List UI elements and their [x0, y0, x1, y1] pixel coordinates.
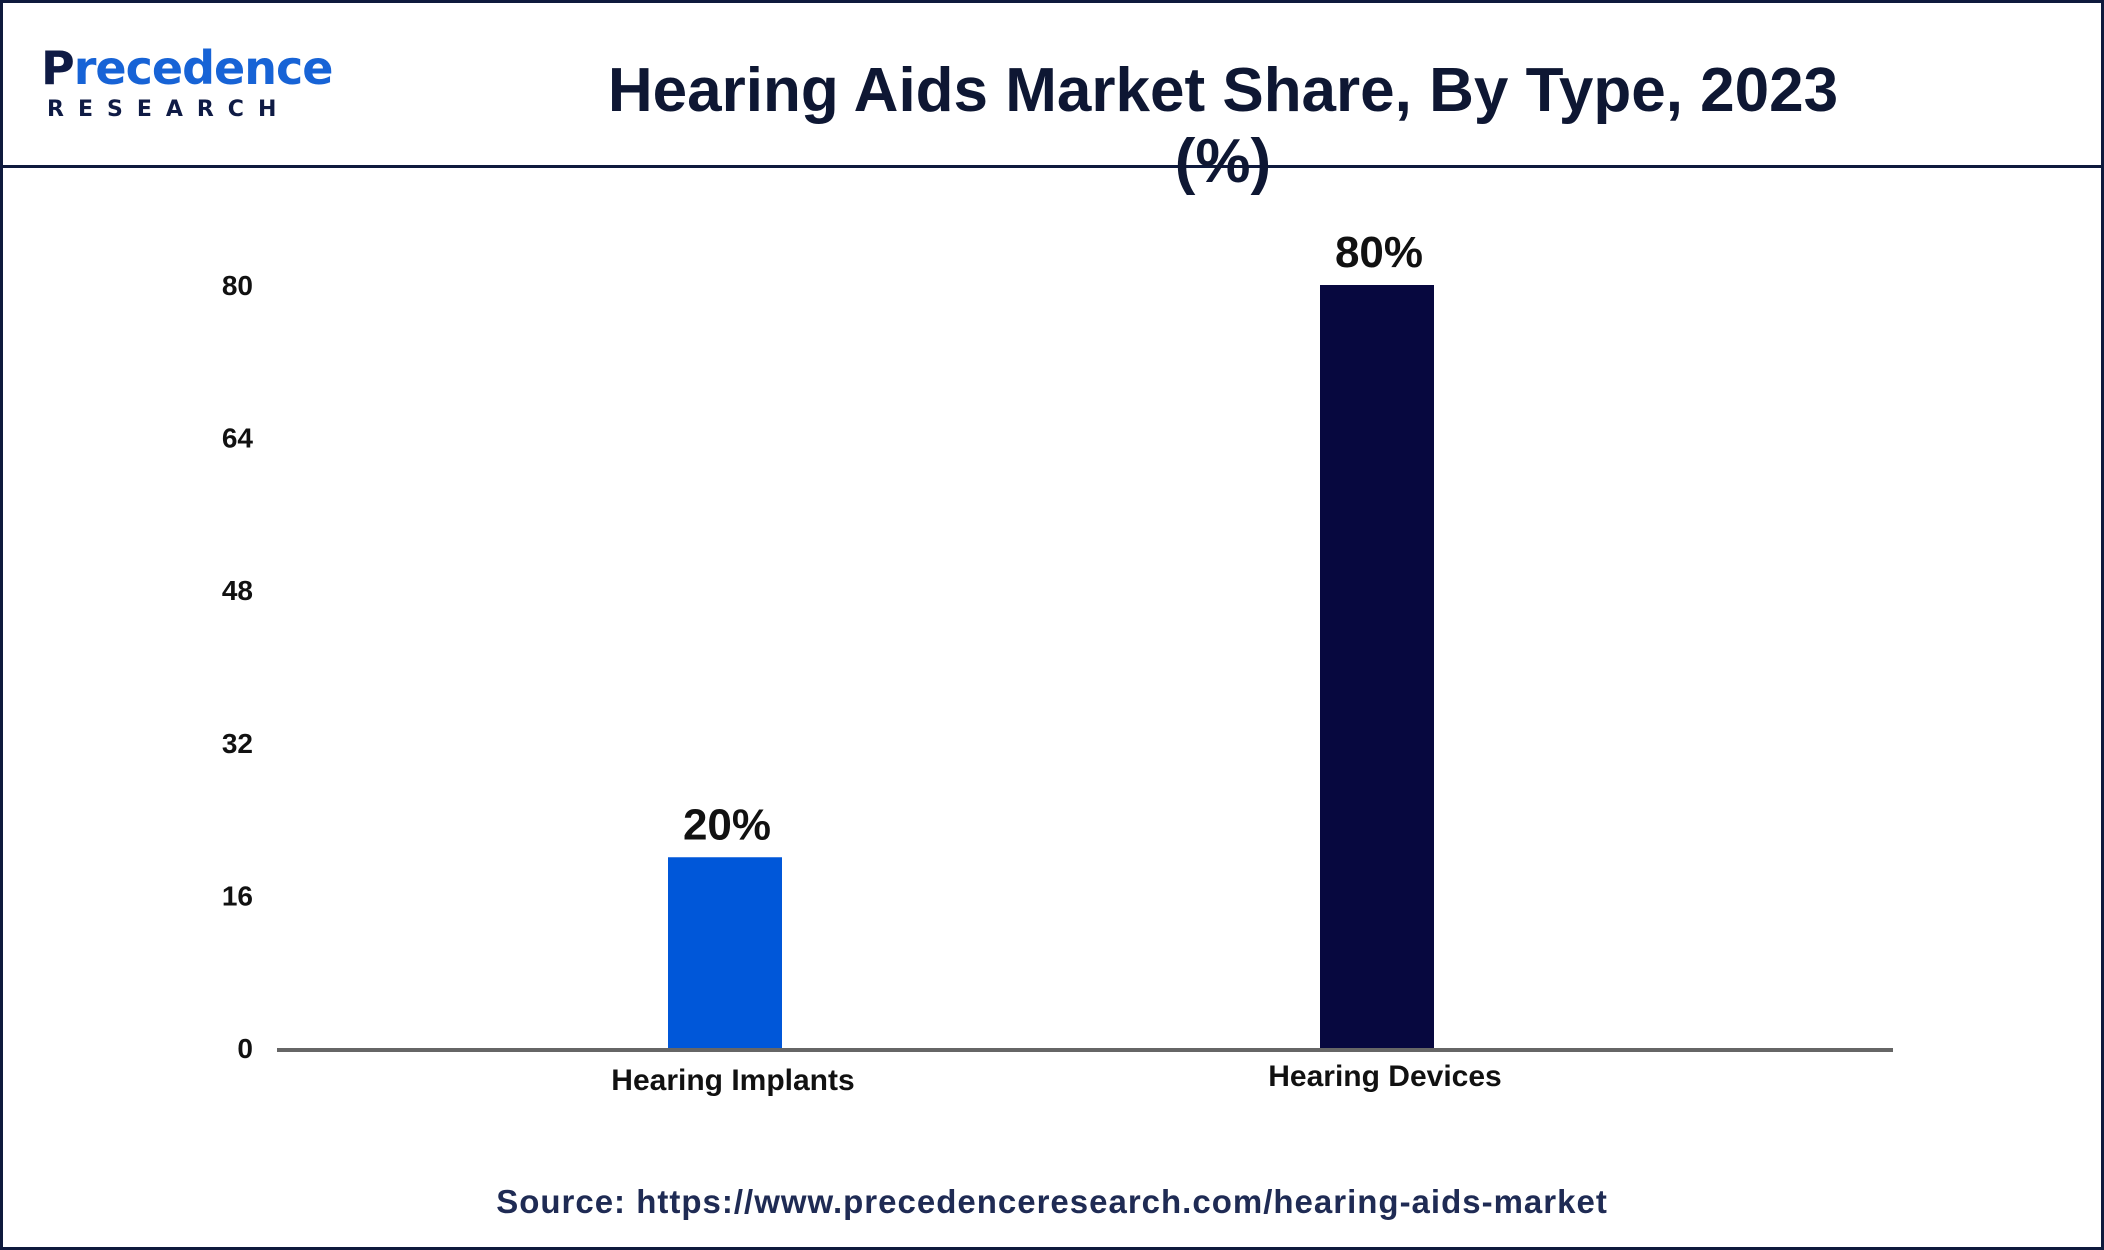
y-tick-label: 80	[222, 270, 253, 301]
y-tick-label: 16	[222, 880, 253, 911]
y-tick-label: 0	[237, 1033, 253, 1064]
data-label: 80%	[1335, 228, 1423, 277]
logo-subtitle: RESEARCH	[47, 97, 291, 122]
y-tick-label: 32	[222, 728, 253, 759]
category-label: Hearing Devices	[1268, 1060, 1501, 1093]
bar-chart: 0 16 32 48 64 80 20% Hearing Implants 80% Hearing…	[222, 228, 1893, 1097]
chart-title: Hearing Aids Market Share, By Type, 2023…	[607, 56, 1839, 196]
bar-2	[1320, 285, 1434, 1048]
y-tick-label: 48	[222, 575, 253, 606]
category-label: Hearing Implants	[611, 1064, 854, 1097]
logo-initial: P	[41, 41, 75, 95]
data-label: 20%	[683, 800, 771, 849]
logo-wordmark: Precedence	[41, 41, 334, 95]
logo-rest: recedence	[73, 41, 334, 95]
brand-logo: Precedence RESEARCH	[41, 41, 341, 131]
y-tick-label: 64	[222, 423, 254, 454]
source-note: Source: https://www.precedenceresearch.c…	[496, 1183, 1608, 1220]
header: Precedence RESEARCH Hearing Aids Market …	[3, 3, 2101, 196]
bar-1	[668, 857, 782, 1048]
